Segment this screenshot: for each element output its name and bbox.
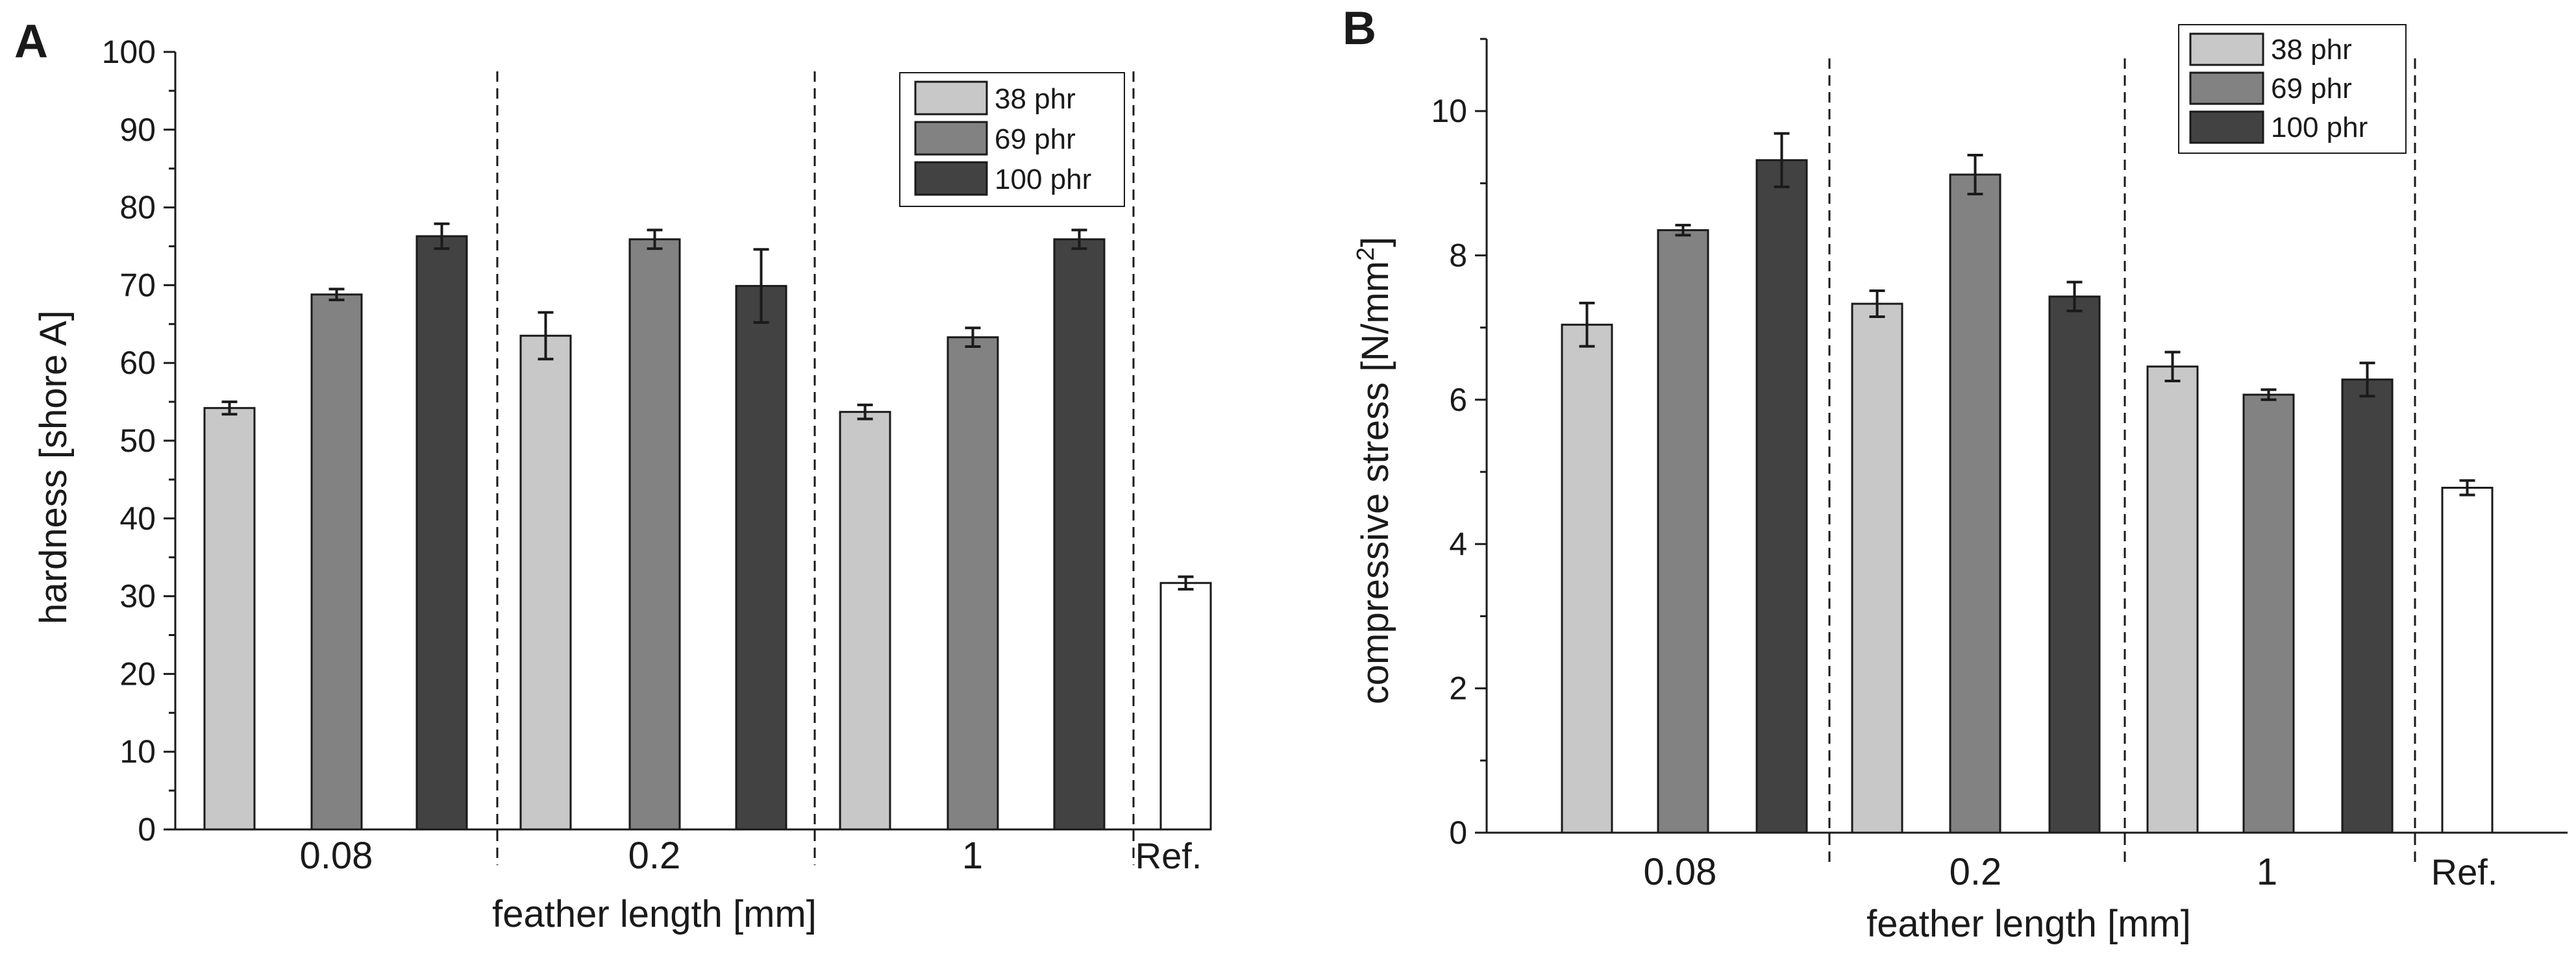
panel-a-ytick-label: 0 — [138, 811, 156, 848]
panel-b-ytick-label: 4 — [1449, 526, 1467, 562]
panel-b-category-label: 0.08 — [1644, 851, 1717, 893]
panel-b-bar-ref — [2441, 487, 2494, 834]
panel-a-legend-label: 38 phr — [995, 83, 1076, 115]
panel-a-bar-38-phr-0.08 — [203, 407, 256, 831]
panel-a-ytick-label: 100 — [102, 34, 156, 70]
panel-b-ytick-label: 2 — [1449, 670, 1467, 707]
panel-b-bar-100-phr-1 — [2341, 378, 2394, 834]
panel-a-ytick-label: 80 — [119, 190, 156, 226]
panel-b-bar-100-phr-0.08 — [1755, 159, 1808, 834]
panel-a-ytick-label: 90 — [119, 112, 156, 148]
panel-b-bar-69-phr-1 — [2242, 393, 2295, 834]
panel-a-bar-ref — [1159, 582, 1212, 831]
panel-a-bar-69-phr-0.2 — [628, 238, 681, 831]
panel-b-ylabel-sup: 2 — [1352, 247, 1380, 261]
panel-a-category-label: 0.2 — [628, 835, 681, 877]
panel-a-category-label: 1 — [962, 835, 983, 877]
panel-a-chart: 0 10 20 30 40 50 60 70 80 90 100 0.08 0.2 1 Ref. 38 phr… — [102, 34, 1212, 877]
panel-a-bar-100-phr-0.2 — [735, 285, 787, 831]
panel-a-bar-38-phr-0.2 — [519, 334, 572, 831]
panel-b-ytick-label: 6 — [1449, 382, 1467, 418]
panel-b-legend-swatch — [2189, 110, 2264, 144]
panel-a-category-label-ref: Ref. — [1135, 835, 1202, 876]
panel-a-bar-100-phr-1 — [1053, 238, 1106, 831]
panel-b-legend-label: 38 phr — [2271, 34, 2352, 66]
panel-b-ytick-label: 8 — [1449, 238, 1467, 274]
panel-b-category-label: 0.2 — [1950, 851, 2002, 893]
panel-a-ytick-label: 30 — [119, 578, 156, 615]
panel-b-legend-label: 69 phr — [2271, 73, 2352, 104]
panel-b-ylabel-end: ] — [1354, 237, 1396, 247]
panel-a-ytick-label: 60 — [119, 345, 156, 381]
panel-b-bar-38-phr-1 — [2146, 365, 2199, 834]
panel-b-ylabel: compressive stress [N/mm2] — [1352, 237, 1396, 704]
panel-b-category-label: 1 — [2257, 851, 2277, 893]
panel-a-xlabel: feather length [mm] — [492, 893, 817, 935]
panel-a-legend-label: 69 phr — [995, 123, 1076, 155]
panel-a-ytick-label: 50 — [119, 423, 156, 459]
panel-b-bar-38-phr-0.08 — [1561, 323, 1613, 834]
panel-a-bar-69-phr-0.08 — [310, 293, 363, 831]
panel-a-legend-swatch — [914, 80, 988, 116]
panel-a-letter: A — [14, 16, 48, 67]
panel-b-legend-label: 100 phr — [2271, 112, 2368, 143]
panel-a-ytick-label: 70 — [119, 267, 156, 303]
panel-a-ytick-label: 40 — [119, 500, 156, 537]
panel-b-xlabel: feather length [mm] — [1866, 903, 2191, 945]
panel-b-chart: 0 2 4 6 8 10 0.08 0.2 1 Ref. 38 phr 69 phr 100 phr — [1431, 24, 2568, 893]
panel-b-bar-100-phr-0.2 — [2048, 295, 2101, 834]
panel-b-bar-69-phr-0.2 — [1949, 173, 2001, 834]
panel-b-ytick-label: 10 — [1431, 93, 1467, 129]
panel-b-ylabel-main: compressive stress [N/mm — [1354, 261, 1396, 704]
panel-a-ytick-label: 20 — [119, 656, 156, 692]
panel-a-bar-38-phr-1 — [839, 411, 891, 831]
panel-a-legend-swatch — [914, 161, 988, 196]
panel-a-ylabel: hardness [shore A] — [32, 310, 75, 624]
panel-a-bar-100-phr-0.08 — [415, 235, 468, 831]
panel-b-ytick-label: 0 — [1449, 815, 1467, 851]
panel-a-category-label: 0.08 — [300, 835, 373, 877]
panel-b-legend-swatch — [2189, 32, 2264, 66]
panel-a-bar-69-phr-1 — [947, 336, 999, 831]
panel-b-legend-swatch — [2189, 71, 2264, 105]
panel-a-legend-swatch — [914, 121, 988, 156]
panel-b-letter: B — [1343, 3, 1376, 55]
panel-b-bar-69-phr-0.08 — [1657, 229, 1709, 834]
panel-a-legend-label: 100 phr — [995, 164, 1091, 195]
panel-b-bar-38-phr-0.2 — [1851, 302, 1903, 834]
panel-a-ytick-label: 10 — [119, 733, 156, 770]
panel-b-category-label-ref: Ref. — [2431, 852, 2498, 892]
